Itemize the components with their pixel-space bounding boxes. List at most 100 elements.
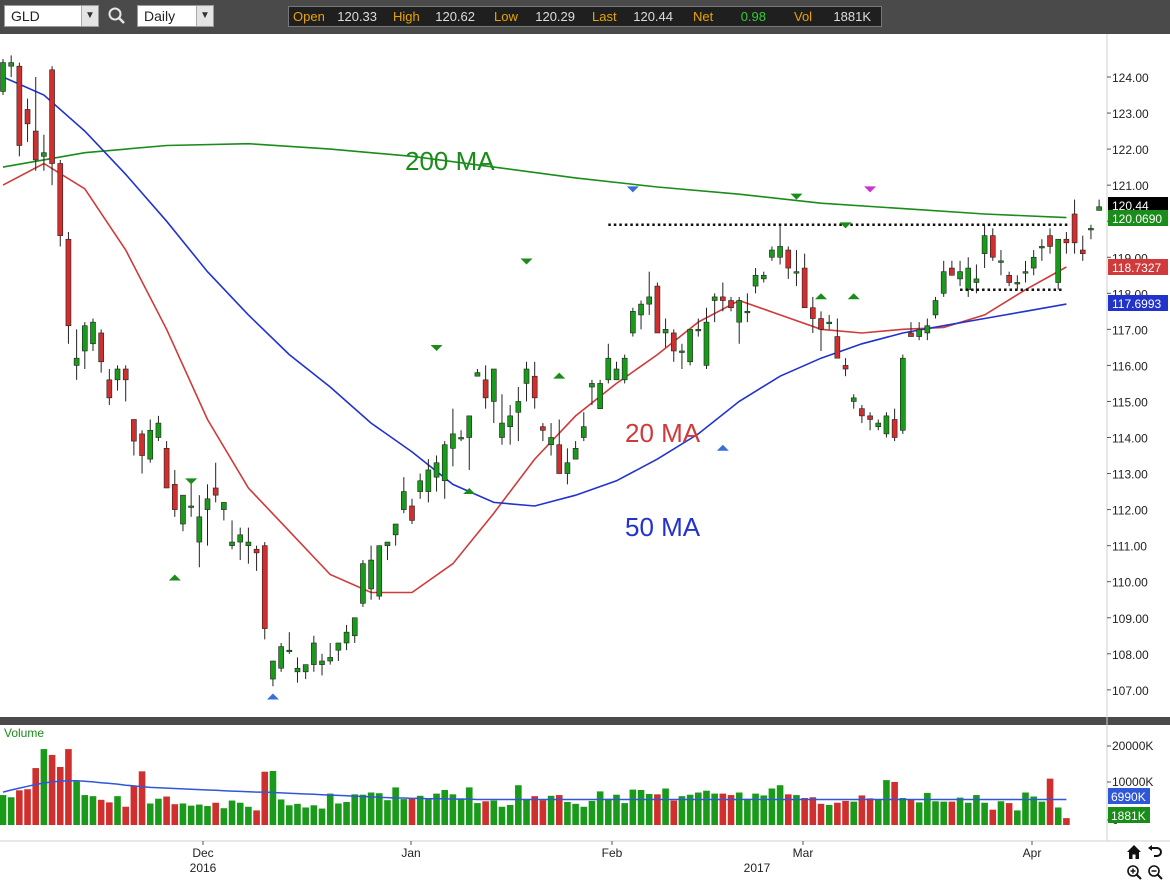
- candle: [736, 296, 743, 344]
- volume-bar: [228, 800, 236, 825]
- candle-body: [311, 642, 317, 665]
- candle: [949, 260, 955, 276]
- candle: [908, 322, 914, 337]
- volume-bar: [760, 795, 768, 825]
- candle-body: [744, 311, 751, 314]
- candle: [989, 228, 996, 261]
- candle-body: [589, 383, 595, 388]
- low-value: 120.29: [535, 9, 575, 24]
- candle-body: [703, 321, 710, 366]
- candle-body: [482, 379, 489, 399]
- candle: [65, 232, 72, 344]
- candle-body: [777, 246, 783, 258]
- volume-tag-bg: [1108, 788, 1150, 804]
- candle-body: [90, 321, 96, 345]
- price-tick-label: 121.00: [1112, 179, 1149, 193]
- candle: [793, 250, 800, 287]
- candle: [237, 527, 244, 561]
- candle-body: [883, 415, 890, 435]
- price-tag: 120.0690: [1108, 210, 1168, 226]
- volume-bar: [106, 802, 113, 825]
- candle-body: [924, 325, 931, 334]
- candle-body: [899, 357, 906, 431]
- candle-body: [450, 433, 456, 449]
- volume-tick-label: 20000K: [1112, 739, 1153, 753]
- volume-bar: [605, 798, 612, 825]
- candle: [818, 311, 824, 351]
- candle: [57, 159, 64, 247]
- candle-body: [1063, 238, 1070, 244]
- candle: [850, 394, 857, 409]
- volume-bar: [752, 793, 759, 825]
- volume-bar: [367, 792, 375, 825]
- volume-bar: [744, 798, 751, 825]
- price-tick-label: 107.00: [1112, 684, 1149, 698]
- candle-body: [670, 332, 677, 352]
- zoom-out-icon[interactable]: [1147, 864, 1163, 882]
- ma-label: 200 MA: [405, 146, 495, 176]
- volume-bar: [711, 793, 718, 825]
- candle: [875, 419, 882, 431]
- volume-bar: [858, 795, 866, 825]
- candle: [49, 66, 55, 186]
- candle-body: [695, 329, 702, 332]
- volume-bar: [130, 785, 138, 825]
- candle: [8, 55, 14, 77]
- candle-body: [556, 444, 563, 474]
- candle: [965, 257, 972, 297]
- price-chart[interactable]: 107.00 108.00 109.00 110.00 111.00 112.00 113.…: [0, 34, 1170, 883]
- symbol-field[interactable]: GLD ▼: [4, 5, 99, 27]
- volume-bar: [1030, 796, 1037, 825]
- volume-tag: 1881K: [1108, 807, 1150, 823]
- candle: [981, 224, 988, 269]
- price-tick-label: 113.00: [1112, 468, 1148, 482]
- candle-body: [171, 484, 178, 510]
- candle: [932, 296, 939, 319]
- candle-body: [1039, 246, 1045, 249]
- home-icon[interactable]: [1126, 844, 1142, 862]
- candle: [769, 246, 775, 261]
- volume-bar: [310, 805, 318, 825]
- volume-bar: [695, 792, 702, 825]
- candle: [777, 224, 783, 265]
- volume-label: Volume: [4, 726, 44, 740]
- candle-body: [940, 271, 947, 294]
- toolbar: GLD ▼ Daily ▼ Open 120.33 High 120.62 Lo…: [0, 0, 1170, 34]
- candle: [392, 523, 399, 546]
- candle-body: [261, 545, 268, 629]
- candle: [728, 296, 734, 312]
- chart-navigation: [1122, 842, 1164, 882]
- volume-bar: [375, 793, 383, 825]
- candle-body: [82, 325, 88, 352]
- period-select[interactable]: Daily ▼: [137, 5, 214, 27]
- time-tick-label: Apr: [1023, 846, 1042, 860]
- chevron-down-icon[interactable]: ▼: [81, 6, 98, 26]
- volume-bar: [981, 802, 988, 825]
- zoom-in-icon[interactable]: [1126, 864, 1142, 882]
- candle-body: [630, 311, 636, 334]
- volume-bar: [220, 808, 228, 825]
- chevron-down-icon[interactable]: ▼: [196, 6, 213, 26]
- candle: [450, 408, 456, 467]
- candle-body: [253, 548, 260, 554]
- candle-body: [981, 235, 988, 254]
- undo-icon[interactable]: [1147, 844, 1163, 862]
- candle: [916, 322, 922, 341]
- price-tick-label: 108.00: [1112, 648, 1149, 662]
- volume-bar: [122, 806, 129, 825]
- volume-bar: [842, 800, 849, 825]
- candle: [270, 660, 276, 687]
- candle: [556, 419, 563, 474]
- candle-body: [237, 534, 244, 543]
- volume-bar: [89, 796, 97, 825]
- candle-body: [916, 329, 922, 337]
- candle: [891, 408, 898, 442]
- volume-bar: [474, 803, 481, 825]
- search-icon[interactable]: [106, 5, 128, 27]
- volume-bar: [138, 771, 146, 825]
- high-label: High: [393, 9, 420, 24]
- volume-bar: [768, 788, 776, 825]
- high-value: 120.62: [435, 9, 475, 24]
- candle: [597, 379, 603, 409]
- volume-bar: [318, 808, 326, 825]
